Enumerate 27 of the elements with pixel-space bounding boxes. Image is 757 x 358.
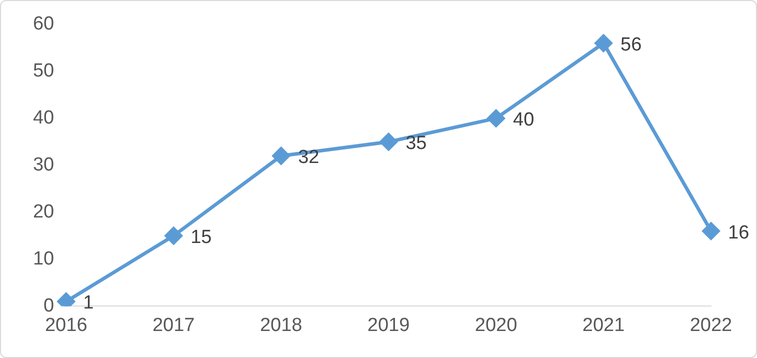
data-label: 32 — [298, 147, 320, 168]
data-label: 40 — [513, 110, 534, 131]
point — [702, 222, 720, 240]
x-tick-label: 2016 — [44, 314, 88, 336]
point — [487, 110, 505, 128]
y-tick-label: 30 — [32, 154, 54, 176]
data-label: 35 — [406, 133, 427, 154]
data-label: 1 — [83, 292, 94, 314]
point — [272, 147, 290, 165]
y-tick-label: 10 — [32, 248, 54, 270]
x-tick-label: 2020 — [474, 314, 518, 336]
point — [380, 133, 398, 151]
y-tick-label: 40 — [32, 108, 54, 129]
y-tick-label: 0 — [44, 295, 54, 316]
y-tick-label: 60 — [32, 14, 54, 35]
x-tick-label: 2022 — [690, 314, 732, 336]
point — [594, 34, 612, 52]
x-tick-label: 2019 — [367, 314, 410, 336]
point — [164, 227, 182, 244]
data-label: 56 — [620, 34, 642, 56]
x-tick-label: 2017 — [152, 314, 195, 336]
x-tick-label: 2021 — [582, 314, 625, 336]
data-label: 16 — [728, 222, 750, 244]
data-label: 15 — [190, 226, 212, 248]
y-tick-label: 50 — [32, 60, 54, 82]
x-tick-label: 2018 — [260, 314, 302, 336]
y-tick-label: 20 — [32, 202, 54, 222]
